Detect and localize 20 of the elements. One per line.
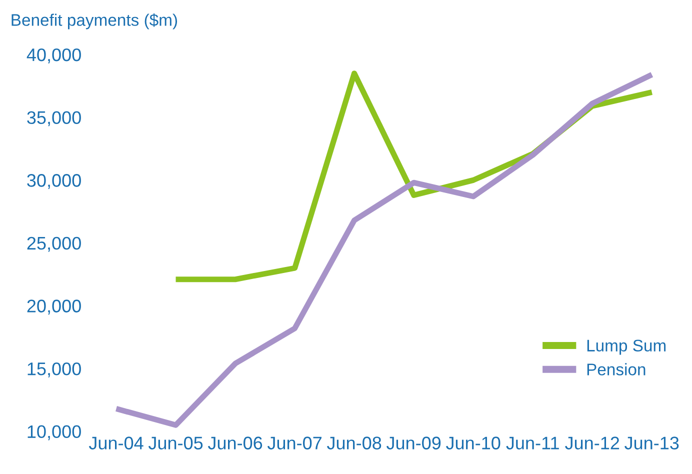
y-tick-label: 25,000	[27, 236, 81, 252]
y-tick-label: 30,000	[27, 174, 81, 189]
legend-label: Pension	[587, 363, 646, 376]
y-tick-label: 10,000	[28, 425, 81, 440]
x-tick-label: Jun-10	[446, 436, 500, 450]
y-tick-label: 20,000	[27, 300, 81, 315]
y-tick-label: 15,000	[28, 362, 81, 378]
x-tick-label: Jun-06	[208, 436, 262, 450]
x-tick-label: Jun-04	[88, 436, 144, 450]
x-tick-label: Jun-08	[326, 436, 382, 450]
x-tick-label: Jun-11	[506, 436, 559, 450]
x-tick-label: Jun-13	[624, 436, 679, 450]
y-tick-label: 35,000	[27, 111, 81, 126]
legend-label: Lump Sum	[587, 340, 666, 355]
y-tick-label: 40,000	[26, 48, 81, 64]
x-tick-label: Jun-09	[386, 436, 441, 450]
y-axis-title: Benefit payments ($m)	[12, 13, 178, 30]
x-tick-label: Jun-07	[267, 436, 322, 450]
x-tick-label: Jun-12	[565, 436, 620, 450]
x-tick-label: Jun-05	[148, 436, 203, 450]
